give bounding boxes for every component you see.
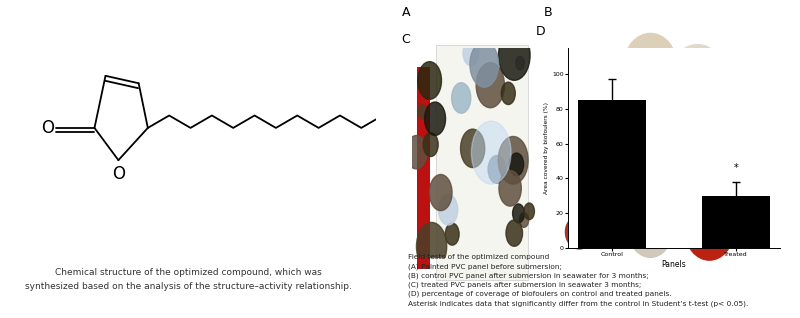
Circle shape — [418, 105, 426, 118]
Circle shape — [406, 135, 426, 169]
Text: O: O — [42, 119, 54, 137]
Circle shape — [461, 129, 485, 168]
Circle shape — [707, 103, 759, 165]
Circle shape — [438, 194, 458, 225]
FancyBboxPatch shape — [436, 45, 528, 280]
Circle shape — [446, 223, 459, 245]
X-axis label: Panels: Panels — [662, 260, 686, 269]
Bar — [578, 100, 646, 248]
Circle shape — [430, 175, 452, 211]
Circle shape — [516, 56, 524, 70]
Circle shape — [476, 63, 505, 108]
Circle shape — [425, 102, 446, 135]
Circle shape — [510, 153, 524, 176]
Circle shape — [418, 62, 442, 99]
Circle shape — [423, 133, 438, 156]
Circle shape — [463, 40, 478, 66]
Circle shape — [662, 78, 710, 134]
Circle shape — [513, 204, 525, 223]
Circle shape — [471, 121, 511, 184]
Circle shape — [488, 156, 506, 183]
Circle shape — [417, 222, 446, 271]
Text: C: C — [402, 33, 410, 45]
Text: O: O — [112, 165, 125, 183]
Text: Field tests of the optimized compound
(A) Painted PVC panel before submersion;
(: Field tests of the optimized compound (A… — [408, 254, 748, 307]
Circle shape — [566, 215, 594, 249]
Text: D: D — [536, 25, 546, 38]
Circle shape — [470, 41, 498, 87]
Circle shape — [519, 213, 529, 227]
Circle shape — [686, 204, 733, 260]
Circle shape — [579, 50, 627, 106]
FancyBboxPatch shape — [418, 67, 430, 268]
Text: *: * — [734, 163, 738, 173]
Text: A: A — [402, 6, 410, 19]
Circle shape — [723, 67, 766, 117]
Circle shape — [524, 203, 534, 220]
Text: B: B — [544, 6, 553, 19]
Circle shape — [596, 84, 658, 156]
Bar — [702, 196, 770, 248]
Circle shape — [498, 136, 528, 184]
Text: Chemical structure of the optimized compound, which was
synthesized based on the: Chemical structure of the optimized comp… — [25, 268, 351, 291]
Circle shape — [498, 30, 530, 80]
Circle shape — [506, 220, 522, 246]
Circle shape — [452, 83, 470, 113]
Circle shape — [641, 123, 683, 173]
Y-axis label: Area covered by biofoulers (%): Area covered by biofoulers (%) — [545, 102, 550, 194]
Circle shape — [670, 45, 726, 112]
Circle shape — [650, 162, 698, 218]
Circle shape — [629, 207, 672, 257]
Circle shape — [499, 170, 522, 206]
Circle shape — [598, 170, 631, 210]
Circle shape — [738, 182, 775, 226]
Circle shape — [693, 142, 750, 210]
Circle shape — [502, 82, 515, 105]
Circle shape — [625, 33, 676, 95]
Circle shape — [573, 126, 610, 170]
